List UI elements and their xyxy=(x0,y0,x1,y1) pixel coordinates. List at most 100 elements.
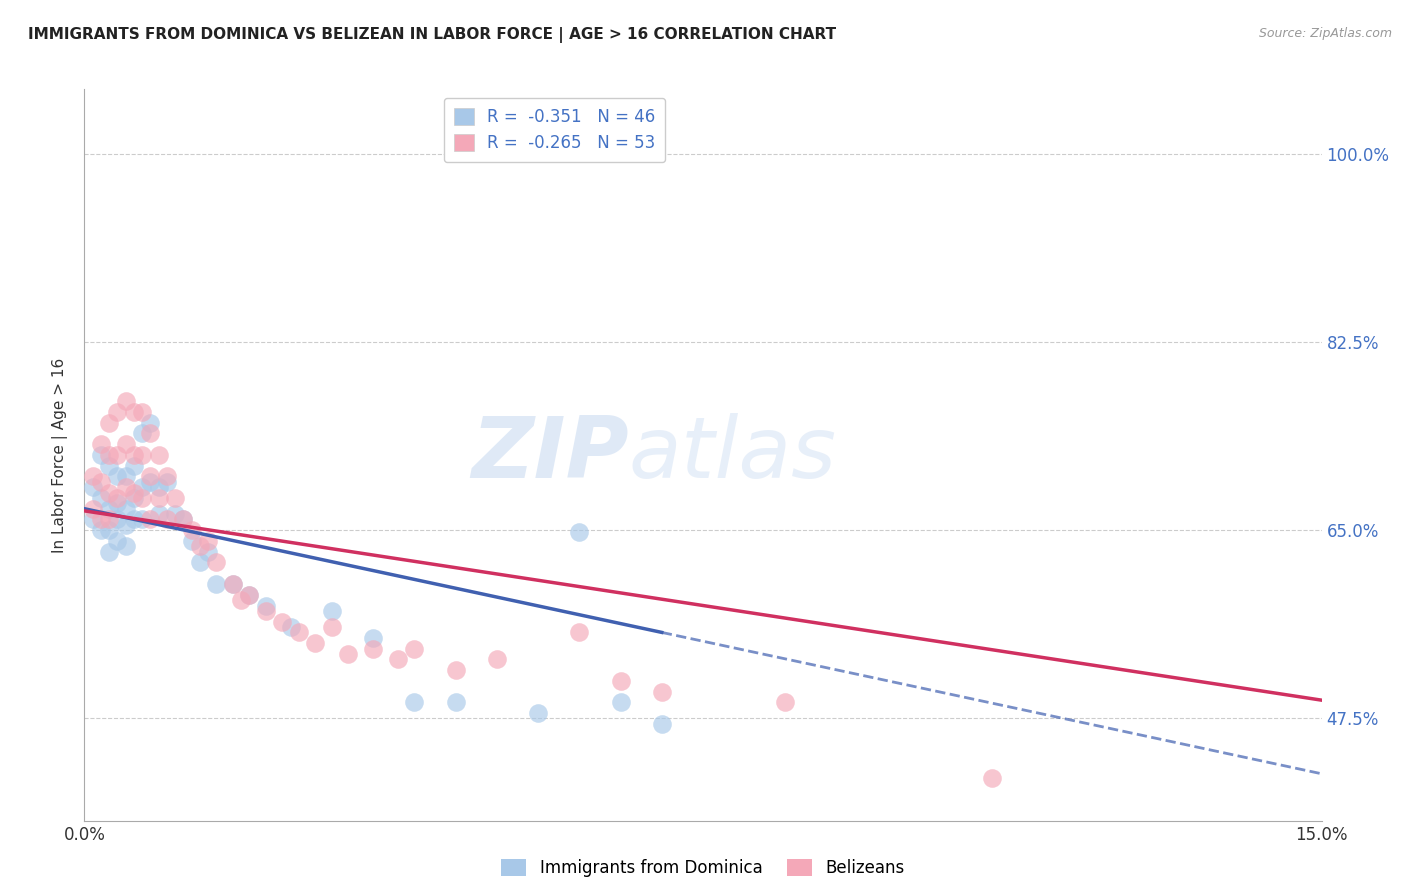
Point xyxy=(82,512,104,526)
Point xyxy=(148,448,170,462)
Point xyxy=(105,496,128,510)
Point xyxy=(98,512,121,526)
Point xyxy=(444,695,467,709)
Point xyxy=(254,599,277,613)
Point xyxy=(90,448,112,462)
Point xyxy=(105,533,128,548)
Point xyxy=(222,577,245,591)
Point xyxy=(485,652,508,666)
Text: IMMIGRANTS FROM DOMINICA VS BELIZEAN IN LABOR FORCE | AGE > 16 CORRELATION CHART: IMMIGRANTS FROM DOMINICA VS BELIZEAN IN … xyxy=(28,27,837,43)
Point xyxy=(131,448,153,462)
Point xyxy=(156,469,179,483)
Point xyxy=(122,485,145,500)
Point xyxy=(197,545,219,559)
Point xyxy=(139,469,162,483)
Point xyxy=(775,695,797,709)
Point xyxy=(98,501,121,516)
Point xyxy=(105,491,128,505)
Point xyxy=(122,448,145,462)
Point xyxy=(361,641,384,656)
Point xyxy=(122,491,145,505)
Point xyxy=(98,448,121,462)
Point xyxy=(229,593,252,607)
Point xyxy=(156,512,179,526)
Point xyxy=(197,533,219,548)
Point xyxy=(131,491,153,505)
Point xyxy=(337,647,360,661)
Point xyxy=(444,663,467,677)
Point xyxy=(271,615,294,629)
Point xyxy=(188,539,211,553)
Point xyxy=(404,695,426,709)
Point xyxy=(651,716,673,731)
Point xyxy=(568,525,591,540)
Point xyxy=(131,512,153,526)
Point xyxy=(288,625,311,640)
Text: atlas: atlas xyxy=(628,413,837,497)
Point xyxy=(90,437,112,451)
Point xyxy=(82,501,104,516)
Point xyxy=(139,512,162,526)
Point xyxy=(98,416,121,430)
Point xyxy=(114,501,136,516)
Point xyxy=(238,588,260,602)
Point xyxy=(304,636,326,650)
Point xyxy=(114,539,136,553)
Point xyxy=(98,458,121,473)
Point xyxy=(172,512,194,526)
Point xyxy=(105,512,128,526)
Point xyxy=(172,512,194,526)
Legend: R =  -0.351   N = 46, R =  -0.265   N = 53: R = -0.351 N = 46, R = -0.265 N = 53 xyxy=(444,97,665,162)
Point xyxy=(609,695,631,709)
Point xyxy=(651,684,673,698)
Point xyxy=(114,480,136,494)
Point xyxy=(387,652,409,666)
Point xyxy=(90,512,112,526)
Point xyxy=(114,517,136,532)
Point xyxy=(280,620,302,634)
Point xyxy=(205,556,228,570)
Text: ZIP: ZIP xyxy=(471,413,628,497)
Point xyxy=(105,405,128,419)
Point xyxy=(114,437,136,451)
Point xyxy=(404,641,426,656)
Point xyxy=(238,588,260,602)
Point xyxy=(105,469,128,483)
Point xyxy=(82,480,104,494)
Point xyxy=(139,416,162,430)
Legend: Immigrants from Dominica, Belizeans: Immigrants from Dominica, Belizeans xyxy=(495,852,911,884)
Point xyxy=(82,469,104,483)
Point xyxy=(527,706,550,720)
Point xyxy=(148,507,170,521)
Point xyxy=(90,491,112,505)
Point xyxy=(98,523,121,537)
Point xyxy=(222,577,245,591)
Point xyxy=(114,469,136,483)
Point xyxy=(156,475,179,489)
Point xyxy=(98,485,121,500)
Y-axis label: In Labor Force | Age > 16: In Labor Force | Age > 16 xyxy=(52,358,69,552)
Point xyxy=(131,480,153,494)
Point xyxy=(205,577,228,591)
Point xyxy=(321,604,343,618)
Point xyxy=(254,604,277,618)
Point xyxy=(139,475,162,489)
Point xyxy=(188,556,211,570)
Point xyxy=(98,545,121,559)
Point xyxy=(90,523,112,537)
Point xyxy=(122,458,145,473)
Point xyxy=(165,507,187,521)
Point xyxy=(980,771,1002,785)
Point xyxy=(90,475,112,489)
Point xyxy=(180,523,202,537)
Text: Source: ZipAtlas.com: Source: ZipAtlas.com xyxy=(1258,27,1392,40)
Point xyxy=(131,405,153,419)
Point xyxy=(321,620,343,634)
Point xyxy=(122,405,145,419)
Point xyxy=(165,491,187,505)
Point xyxy=(131,426,153,441)
Point xyxy=(148,491,170,505)
Point xyxy=(180,533,202,548)
Point xyxy=(361,631,384,645)
Point xyxy=(148,480,170,494)
